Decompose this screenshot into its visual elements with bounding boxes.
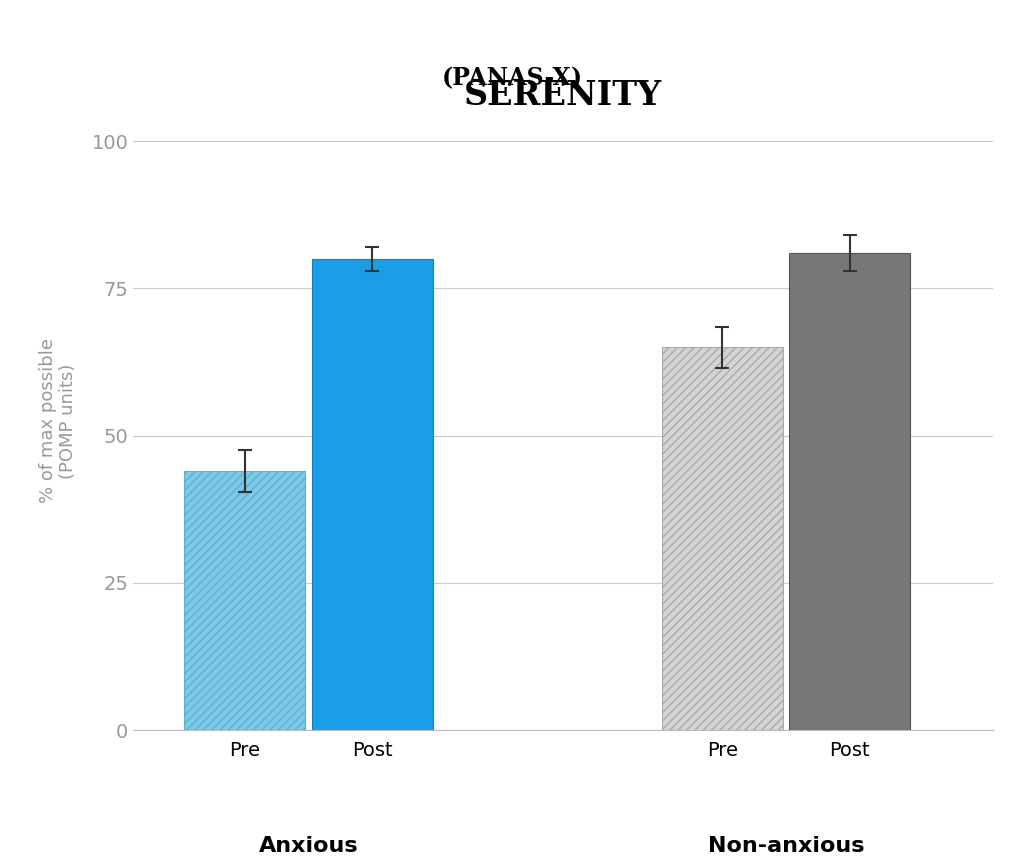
Text: (PANAS-X): (PANAS-X) <box>441 66 583 90</box>
Text: Non-anxious: Non-anxious <box>708 836 864 856</box>
Bar <box>662 347 783 730</box>
Text: Anxious: Anxious <box>258 836 358 856</box>
Bar <box>311 259 432 730</box>
Bar <box>790 253 910 730</box>
Bar <box>184 471 305 730</box>
Title: SERENITY: SERENITY <box>464 79 663 112</box>
Y-axis label: % of max possible
(POMP units): % of max possible (POMP units) <box>39 338 78 503</box>
